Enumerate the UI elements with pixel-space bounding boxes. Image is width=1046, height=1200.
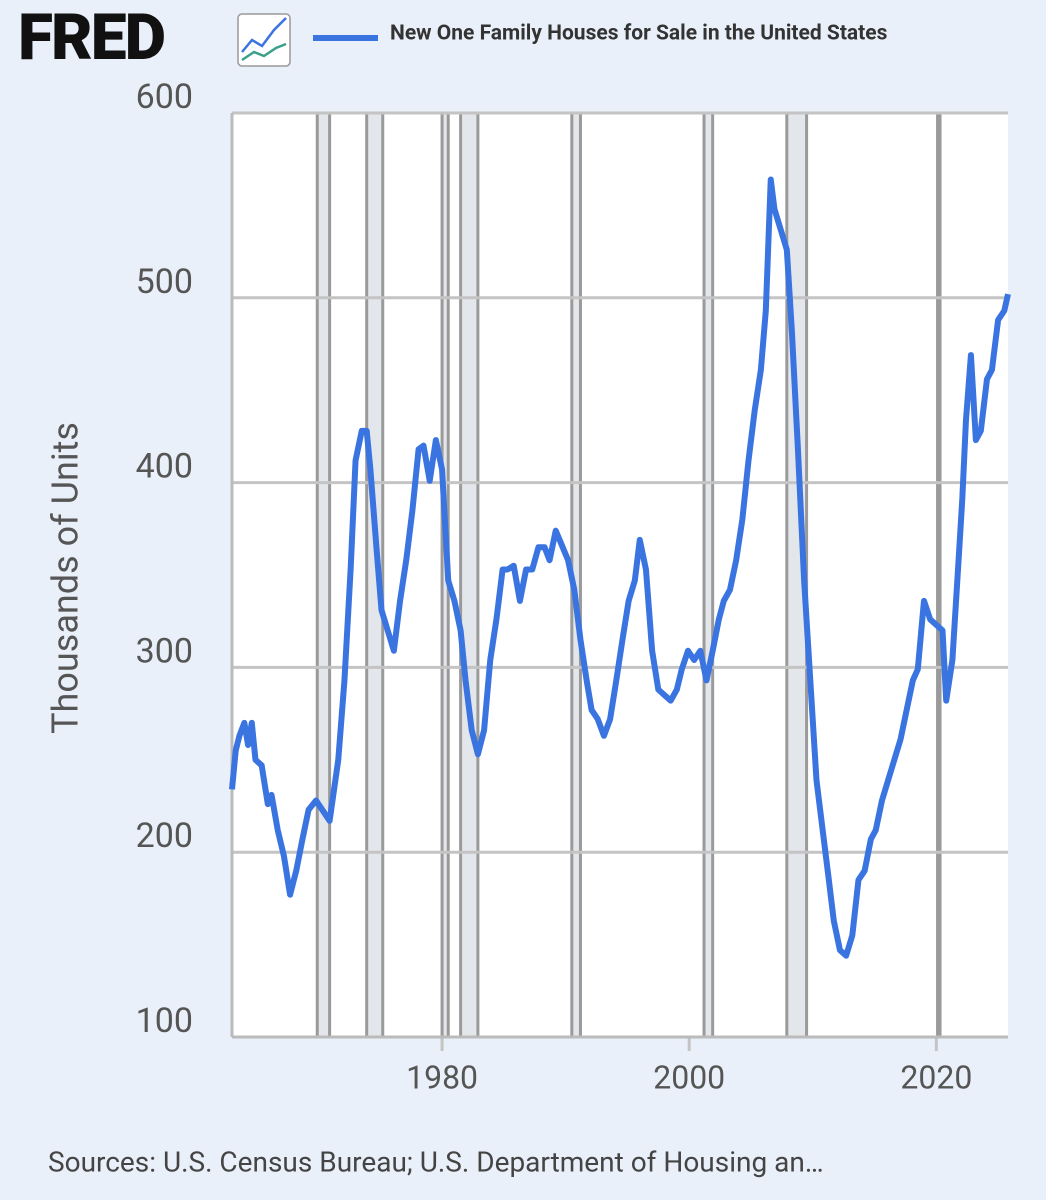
logo-icon — [237, 13, 291, 67]
legend-label: New One Family Houses for Sale in the Un… — [390, 22, 888, 46]
logo: FRED — [18, 0, 165, 75]
y-tick-label: 500 — [136, 262, 193, 302]
y-tick-label: 200 — [136, 816, 193, 856]
y-axis-title: Thousands of Units — [45, 422, 87, 734]
data-line — [229, 176, 1011, 959]
recession-band — [459, 111, 480, 1039]
y-tick-label: 300 — [136, 631, 193, 671]
recession-band — [702, 111, 715, 1039]
x-tick-label: 2020 — [900, 1058, 972, 1096]
x-tick-label: 1980 — [406, 1058, 478, 1096]
source-note: Sources: U.S. Census Bureau; U.S. Depart… — [48, 1145, 824, 1178]
y-tick-label: 100 — [136, 1001, 193, 1041]
plot-area — [232, 113, 1008, 1037]
y-tick-label: 400 — [136, 447, 193, 487]
recession-band — [936, 111, 942, 1039]
recession-band — [315, 111, 332, 1039]
y-tick-label: 600 — [136, 77, 193, 117]
x-tick-label: 2000 — [653, 1058, 725, 1096]
